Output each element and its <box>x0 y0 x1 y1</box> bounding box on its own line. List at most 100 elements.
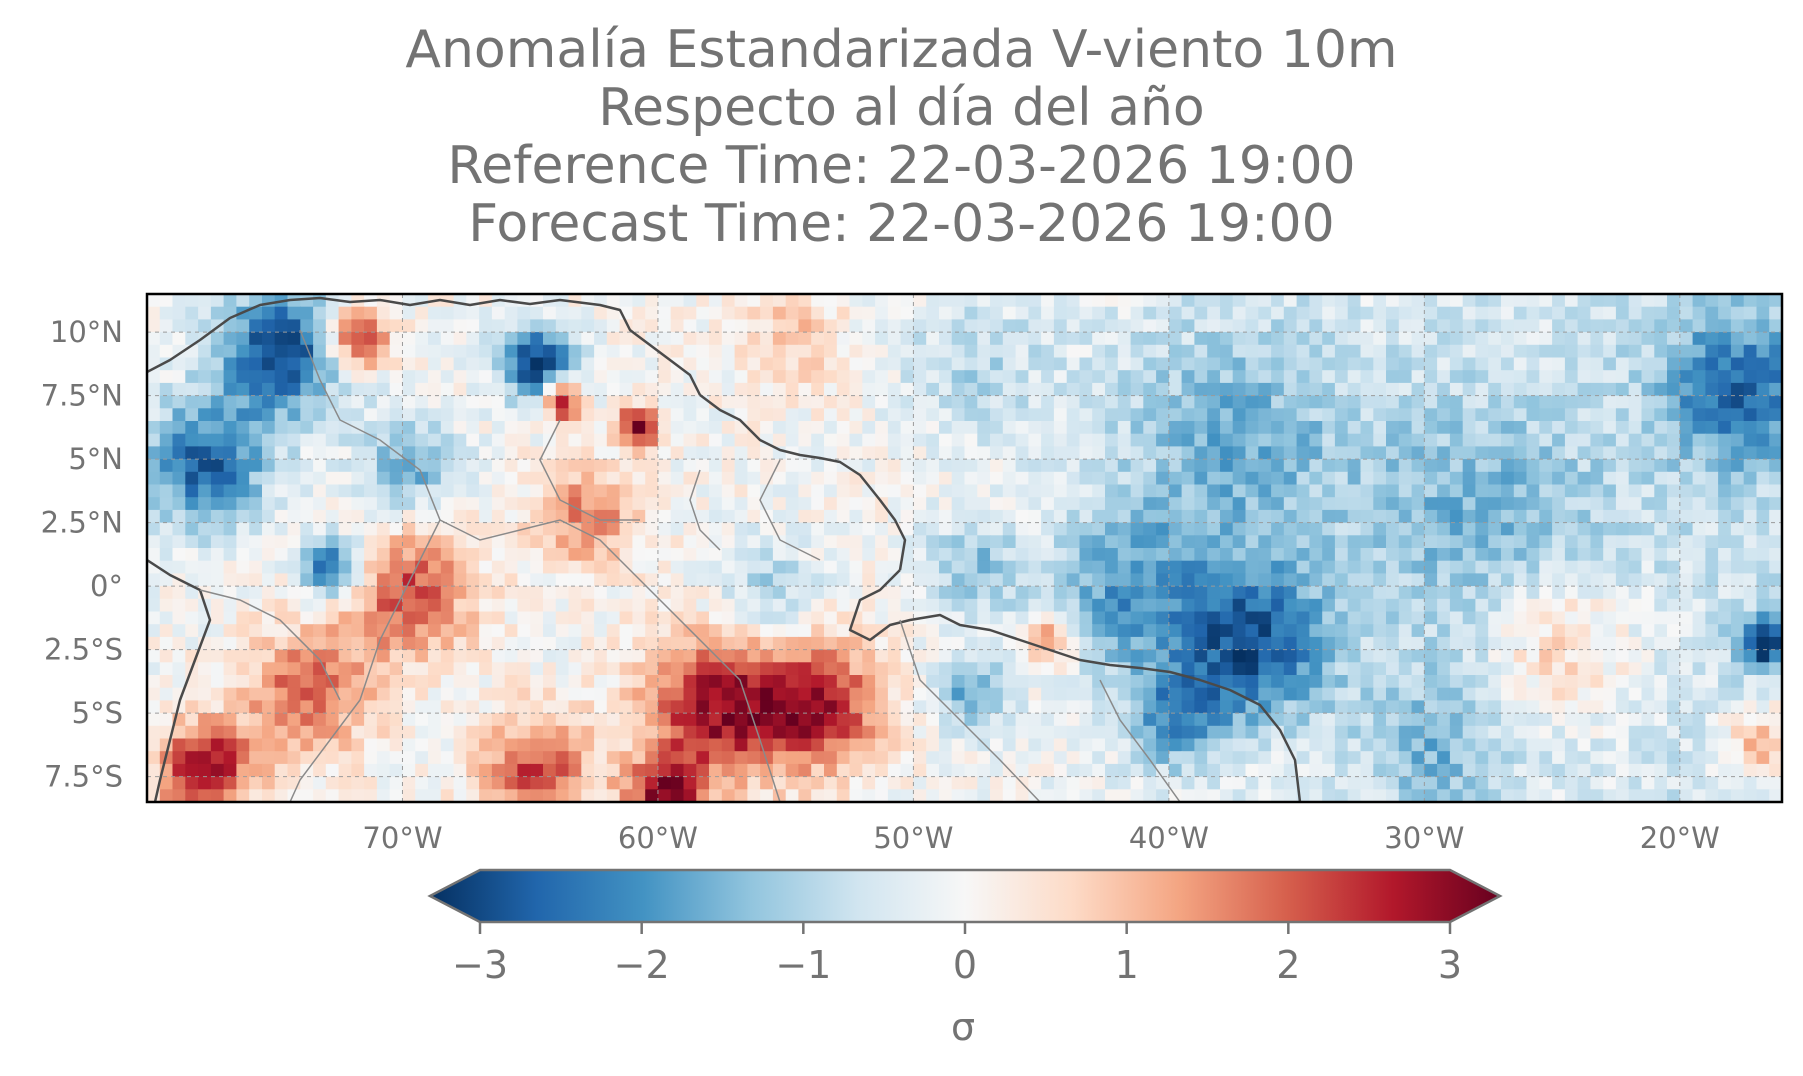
anomaly-cell <box>351 382 365 397</box>
anomaly-cell <box>1015 675 1029 689</box>
anomaly-cell <box>1730 382 1745 397</box>
anomaly-cell <box>543 662 557 676</box>
anomaly-cell <box>709 763 723 778</box>
anomaly-cell <box>913 421 927 435</box>
anomaly-cell <box>875 319 889 333</box>
anomaly-cell <box>262 446 276 460</box>
anomaly-cell <box>1220 713 1234 727</box>
anomaly-cell <box>657 433 672 447</box>
anomaly-cell <box>1488 421 1502 435</box>
anomaly-cell <box>376 662 391 676</box>
anomaly-cell <box>811 636 825 651</box>
anomaly-cell <box>543 497 557 511</box>
anomaly-cell <box>1603 306 1617 320</box>
anomaly-cell <box>428 751 442 765</box>
anomaly-cell <box>1424 560 1438 574</box>
anomaly-cell <box>1615 776 1630 790</box>
anomaly-cell <box>1449 357 1464 371</box>
anomaly-cell <box>1092 344 1106 359</box>
anomaly-cell <box>351 471 365 486</box>
anomaly-cell <box>517 776 531 790</box>
anomaly-cell <box>734 713 748 727</box>
anomaly-cell <box>313 624 327 638</box>
anomaly-cell <box>1641 687 1655 701</box>
anomaly-cell <box>619 484 633 498</box>
anomaly-cell <box>657 687 672 701</box>
anomaly-cell <box>721 548 736 562</box>
anomaly-cell <box>1092 598 1106 613</box>
anomaly-cell <box>1769 598 1782 613</box>
anomaly-cell <box>1117 675 1132 689</box>
anomaly-cell <box>1475 332 1489 346</box>
anomaly-cell <box>1539 725 1553 740</box>
anomaly-cell <box>785 332 800 346</box>
anomaly-cell <box>1539 573 1553 587</box>
anomaly-cell <box>824 459 838 473</box>
anomaly-cell <box>300 395 314 409</box>
anomaly-cell <box>951 408 966 422</box>
anomaly-cell <box>1513 687 1528 701</box>
anomaly-cell <box>824 484 838 498</box>
anomaly-cell <box>440 497 455 511</box>
anomaly-cell <box>262 713 276 727</box>
anomaly-cell <box>530 344 544 359</box>
anomaly-cell <box>734 484 748 498</box>
anomaly-cell <box>236 687 250 701</box>
anomaly-cell <box>364 560 378 574</box>
anomaly-cell <box>1271 700 1285 714</box>
anomaly-cell <box>1002 471 1017 486</box>
anomaly-cell <box>1692 433 1706 447</box>
anomaly-cell <box>517 370 531 384</box>
anomaly-cell <box>696 306 710 320</box>
anomaly-cell <box>1002 319 1017 333</box>
anomaly-cell <box>1398 522 1413 536</box>
anomaly-cell <box>964 776 978 790</box>
anomaly-cell <box>440 370 455 384</box>
anomaly-cell <box>1705 649 1719 663</box>
anomaly-cell <box>977 408 991 422</box>
anomaly-cell <box>939 725 953 740</box>
anomaly-cell <box>951 446 966 460</box>
anomaly-cell <box>1398 751 1413 765</box>
anomaly-cell <box>951 751 966 765</box>
anomaly-cell <box>657 471 672 486</box>
anomaly-cell <box>1207 560 1221 574</box>
anomaly-cell <box>376 319 391 333</box>
anomaly-cell <box>811 624 825 638</box>
anomaly-cell <box>1718 548 1732 562</box>
anomaly-cell <box>287 738 301 752</box>
anomaly-cell <box>1245 382 1259 397</box>
anomaly-cell <box>1194 738 1208 752</box>
anomaly-cell <box>734 548 748 562</box>
anomaly-cell <box>1271 370 1285 384</box>
anomaly-cell <box>1654 332 1668 346</box>
anomaly-cell <box>389 433 404 447</box>
anomaly-cell <box>300 382 314 397</box>
anomaly-cell <box>325 649 340 663</box>
anomaly-cell <box>1526 636 1540 651</box>
anomaly-cell <box>811 357 825 371</box>
anomaly-cell <box>1513 636 1528 651</box>
anomaly-cell <box>951 357 966 371</box>
anomaly-cell <box>824 751 838 765</box>
anomaly-cell <box>415 332 429 346</box>
anomaly-cell <box>657 332 672 346</box>
anomaly-cell <box>1156 497 1170 511</box>
anomaly-cell <box>453 738 467 752</box>
anomaly-cell <box>1143 687 1157 701</box>
anomaly-cell <box>849 725 863 740</box>
anomaly-cell <box>555 662 570 676</box>
anomaly-cell <box>1181 776 1195 790</box>
anomaly-cell <box>862 662 876 676</box>
anomaly-cell <box>1743 738 1758 752</box>
anomaly-cell <box>1756 522 1770 536</box>
anomaly-cell <box>1271 344 1285 359</box>
anomaly-cell <box>1271 751 1285 765</box>
anomaly-cell <box>300 484 314 498</box>
anomaly-cell <box>1628 446 1643 460</box>
anomaly-cell <box>657 560 672 574</box>
anomaly-cell <box>1156 611 1170 625</box>
anomaly-cell <box>1079 509 1093 524</box>
anomaly-cell <box>1207 382 1221 397</box>
anomaly-cell <box>1705 636 1719 651</box>
